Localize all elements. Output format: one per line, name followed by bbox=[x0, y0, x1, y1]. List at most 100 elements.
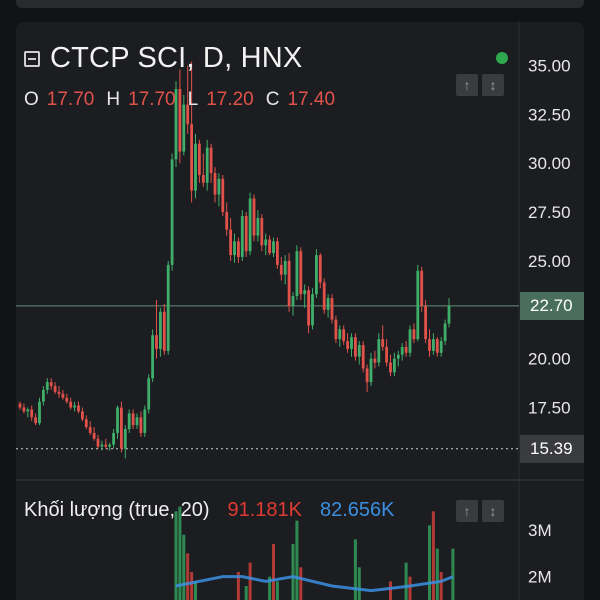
candle-body bbox=[237, 241, 240, 258]
candle-body bbox=[260, 217, 264, 246]
volume-bar bbox=[439, 572, 443, 600]
last-price-tag: 22.70 bbox=[520, 291, 584, 320]
volume-bar bbox=[299, 567, 303, 600]
candle-body bbox=[190, 124, 193, 191]
volume-bar bbox=[174, 511, 178, 600]
candle-body bbox=[326, 298, 330, 310]
volume-tick-label: 2M bbox=[528, 568, 552, 587]
chart-panel[interactable]: 35.00 32.50 30.00 27.50 25.00 20.00 17.50 3M 2M … bbox=[16, 22, 584, 600]
candle-body bbox=[318, 255, 322, 283]
candle-body bbox=[400, 346, 404, 355]
candle-body bbox=[116, 407, 119, 433]
candle-body bbox=[334, 319, 338, 340]
candle-body bbox=[408, 329, 412, 353]
volume-bar bbox=[435, 548, 439, 600]
candle-body bbox=[396, 354, 400, 359]
candle-body bbox=[77, 405, 80, 412]
candle-body bbox=[311, 294, 314, 326]
candle-body bbox=[61, 393, 65, 398]
candle-body bbox=[65, 397, 69, 402]
candle-body bbox=[92, 432, 96, 439]
candle-body bbox=[240, 216, 244, 258]
candle-body bbox=[155, 335, 158, 349]
candle-body bbox=[120, 407, 123, 449]
candle-body bbox=[295, 251, 299, 297]
candle-body bbox=[151, 335, 154, 379]
candle-body bbox=[159, 311, 162, 349]
candle-body bbox=[373, 358, 377, 363]
candle-body bbox=[322, 282, 326, 310]
candle-body bbox=[45, 382, 49, 390]
candle-body bbox=[42, 389, 45, 402]
candle-body bbox=[264, 239, 268, 246]
candle-body bbox=[53, 386, 57, 392]
price-pane-buttons: ↑ ↕ bbox=[456, 74, 504, 96]
close-label: C bbox=[265, 89, 280, 110]
candle-body bbox=[272, 241, 275, 254]
volume-bar bbox=[408, 576, 412, 600]
candle-body bbox=[108, 444, 112, 447]
volume-bar bbox=[275, 581, 279, 600]
candle-body bbox=[57, 391, 61, 394]
candle-body bbox=[365, 368, 369, 383]
candle-body bbox=[432, 339, 435, 351]
candle-body bbox=[389, 362, 392, 373]
volume-bar bbox=[431, 511, 435, 600]
candle-body bbox=[256, 217, 260, 236]
candle-body bbox=[100, 444, 104, 447]
candle-body bbox=[127, 413, 131, 430]
candle-body bbox=[123, 429, 127, 449]
candle-body bbox=[229, 229, 232, 256]
symbol-title: CTCP SCI, D, HNX bbox=[50, 42, 303, 74]
candle-body bbox=[30, 409, 34, 418]
candle-body bbox=[369, 358, 373, 383]
candle-body bbox=[435, 339, 439, 353]
candle-body bbox=[182, 104, 186, 152]
candle-body bbox=[330, 298, 334, 320]
candle-body bbox=[252, 198, 256, 236]
candle-body bbox=[357, 344, 361, 357]
candle-body bbox=[416, 270, 420, 340]
candle-body bbox=[201, 174, 205, 183]
candle-body bbox=[205, 147, 209, 183]
candle-body bbox=[104, 444, 108, 447]
volume-bar bbox=[272, 544, 275, 600]
open-label: O bbox=[24, 89, 39, 110]
candle-body bbox=[217, 178, 221, 195]
green-dot-icon bbox=[496, 52, 508, 64]
candle-body bbox=[424, 305, 427, 340]
candle-body bbox=[198, 143, 201, 175]
candle-body bbox=[49, 382, 53, 387]
volume-bar bbox=[182, 534, 186, 600]
candle-body bbox=[354, 337, 357, 357]
candle-body bbox=[170, 159, 174, 265]
candle-body bbox=[34, 417, 37, 424]
candle-body bbox=[73, 405, 76, 408]
candle-body bbox=[443, 323, 447, 342]
low-price-tag: 15.39 bbox=[520, 434, 584, 463]
top-bar bbox=[16, 0, 584, 8]
chart-title[interactable]: CTCP SCI, D, HNX bbox=[24, 42, 302, 75]
price-tick-label: 30.00 bbox=[528, 154, 571, 173]
minus-square-icon[interactable] bbox=[24, 50, 40, 67]
arrow-up-icon[interactable]: ↑ bbox=[456, 500, 478, 522]
candle-body bbox=[361, 344, 365, 369]
volume-bar bbox=[186, 553, 190, 600]
arrow-updown-icon[interactable]: ↕ bbox=[482, 74, 504, 96]
candle-body bbox=[186, 104, 190, 125]
price-volume-chart[interactable]: 35.00 32.50 30.00 27.50 25.00 20.00 17.50 3M 2M bbox=[16, 22, 584, 600]
candle-body bbox=[447, 305, 451, 324]
candle-body bbox=[143, 409, 147, 433]
price-tick-label: 20.00 bbox=[528, 350, 571, 369]
candle-body bbox=[174, 88, 178, 160]
candle-body bbox=[88, 427, 92, 433]
volume-bar bbox=[178, 506, 182, 600]
candle-body bbox=[315, 255, 318, 295]
candle-body bbox=[18, 403, 22, 408]
candle-body bbox=[420, 270, 424, 306]
arrow-updown-icon[interactable]: ↕ bbox=[482, 500, 504, 522]
volume-bar bbox=[353, 539, 357, 600]
candle-body bbox=[439, 341, 443, 353]
volume-legend[interactable]: Khối lượng (true, 20) 91.181K 82.656K bbox=[24, 499, 395, 522]
arrow-up-icon[interactable]: ↑ bbox=[456, 74, 478, 96]
